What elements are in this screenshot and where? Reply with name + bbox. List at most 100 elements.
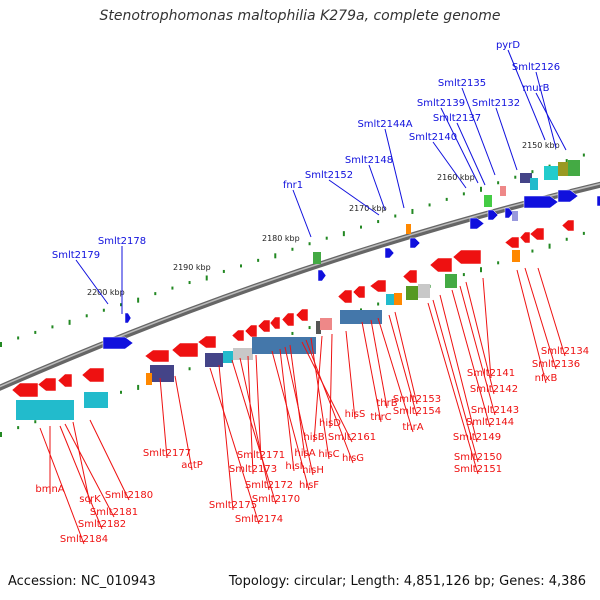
gene-features bbox=[11, 160, 600, 420]
gene-block-orange bbox=[146, 373, 152, 385]
reverse-gene-label: Smlt2150 bbox=[454, 452, 502, 463]
tick-dot bbox=[205, 275, 208, 281]
reverse-gene-arrow bbox=[352, 285, 366, 299]
reverse-gene-label: thrB bbox=[376, 398, 397, 409]
gene-block-lilac bbox=[512, 211, 518, 221]
label-leader-line bbox=[432, 141, 467, 189]
reverse-gene-labels: Smlt2134 Smlt2136 nfxB Smlt2141 Smlt2142 Smlt… bbox=[35, 267, 589, 545]
gene-block-orange bbox=[394, 293, 402, 305]
gene-block-pink bbox=[320, 318, 332, 330]
label-leader-line bbox=[289, 344, 306, 459]
label-leader-line bbox=[89, 419, 130, 501]
label-leader-line bbox=[329, 333, 333, 429]
gene-block-green bbox=[568, 160, 580, 176]
reverse-gene-label: Smlt2154 bbox=[393, 406, 441, 417]
tick-dot bbox=[17, 426, 20, 430]
gene-block-olive bbox=[406, 286, 418, 300]
tick-dot bbox=[462, 273, 465, 277]
label-leader-line bbox=[368, 164, 386, 211]
reverse-gene-label: thrA bbox=[402, 422, 423, 433]
tick-dot bbox=[257, 258, 260, 262]
tick-dot bbox=[582, 153, 585, 157]
gene-block-cyan bbox=[530, 178, 538, 190]
accession-text: Accession: NC_010943 bbox=[8, 574, 156, 589]
label-leader-line bbox=[516, 269, 547, 384]
reverse-gene-arrow bbox=[561, 219, 575, 232]
label-leader-line bbox=[218, 364, 234, 511]
label-leader-line bbox=[292, 189, 312, 238]
reverse-gene-label: hisI bbox=[285, 461, 302, 472]
reverse-gene-arrow bbox=[402, 269, 418, 284]
forward-gene-label: Smlt2135 bbox=[438, 78, 486, 89]
forward-gene-label: Smlt2148 bbox=[345, 155, 393, 166]
gene-block-cyan bbox=[223, 351, 233, 363]
tick-dot bbox=[188, 367, 191, 371]
label-leader-line bbox=[482, 277, 492, 379]
label-leader-line bbox=[495, 107, 518, 171]
axis-tick-label: 2170 kbp bbox=[349, 204, 387, 213]
reverse-gene-arrow bbox=[369, 279, 387, 293]
reverse-gene-label: Smlt2180 bbox=[105, 490, 153, 501]
reverse-gene-arrow bbox=[452, 249, 482, 265]
axis-tick-label: 2150 kbp bbox=[522, 141, 560, 150]
label-leader-line bbox=[345, 330, 356, 420]
gene-block-dark bbox=[316, 321, 321, 334]
tick-dot bbox=[360, 225, 362, 229]
reverse-gene-arrow bbox=[337, 289, 353, 304]
gene-block-cyan bbox=[544, 166, 558, 180]
label-leader-line bbox=[507, 49, 546, 141]
label-leader-line bbox=[239, 357, 270, 491]
reverse-gene-arrow bbox=[197, 335, 217, 349]
label-leader-line bbox=[439, 294, 478, 443]
genome-summary-text: Topology: circular; Length: 4,851,126 bp… bbox=[228, 574, 586, 589]
label-leader-line bbox=[384, 128, 405, 209]
tick-dot bbox=[51, 325, 54, 329]
label-leader-line bbox=[535, 71, 557, 149]
forward-gene-label: Smlt2140 bbox=[409, 132, 457, 143]
label-leader-line bbox=[361, 321, 382, 423]
tick-dot bbox=[0, 342, 2, 347]
tick-dot bbox=[274, 253, 277, 259]
map-title: Stenotrophomonas maltophilia K279a, comp… bbox=[99, 8, 501, 24]
forward-gene-arrow bbox=[557, 189, 579, 203]
reverse-gene-arrow bbox=[81, 367, 105, 383]
reverse-gene-arrow bbox=[529, 227, 545, 241]
tick-dot bbox=[188, 281, 191, 285]
reverse-gene-label: Smlt2184 bbox=[60, 534, 108, 545]
reverse-gene-label: actP bbox=[181, 460, 203, 471]
gene-block-grey bbox=[233, 348, 253, 360]
reverse-gene-label: Smlt2175 bbox=[209, 500, 257, 511]
label-leader-line bbox=[524, 267, 557, 370]
forward-gene-label: Smlt2178 bbox=[98, 236, 146, 247]
label-leader-line bbox=[537, 267, 566, 357]
tick-dot bbox=[531, 249, 534, 253]
label-leader-line bbox=[271, 350, 310, 491]
label-leader-line bbox=[535, 92, 567, 151]
gene-block-pink bbox=[500, 186, 506, 196]
tick-dot bbox=[445, 197, 448, 201]
tick-dot bbox=[325, 236, 328, 240]
forward-gene-arrow bbox=[102, 336, 134, 350]
reverse-gene-arrow bbox=[504, 236, 520, 249]
tick-dot bbox=[291, 247, 294, 251]
reverse-gene-arrow bbox=[429, 257, 453, 273]
forward-gene-label: Smlt2132 bbox=[472, 98, 520, 109]
tick-dot bbox=[137, 297, 140, 303]
label-leader-line bbox=[209, 367, 260, 525]
gene-block-olive bbox=[558, 162, 570, 176]
label-leader-line bbox=[456, 122, 486, 186]
forward-gene-arrow bbox=[523, 195, 559, 209]
tick-dot bbox=[342, 231, 345, 237]
reverse-gene-label: Smlt2170 bbox=[252, 494, 300, 505]
reverse-gene-arrow bbox=[519, 231, 531, 244]
reverse-gene-label: Smlt2174 bbox=[235, 514, 283, 525]
label-leader-line bbox=[301, 341, 353, 443]
gene-block-navy bbox=[520, 173, 532, 183]
tick-dot bbox=[480, 186, 482, 192]
tick-dot bbox=[480, 267, 482, 273]
label-leader-line bbox=[440, 107, 479, 184]
forward-gene-label: Smlt2144A bbox=[357, 119, 412, 130]
label-leader-line bbox=[370, 319, 388, 409]
forward-gene-label: murB bbox=[522, 83, 549, 94]
